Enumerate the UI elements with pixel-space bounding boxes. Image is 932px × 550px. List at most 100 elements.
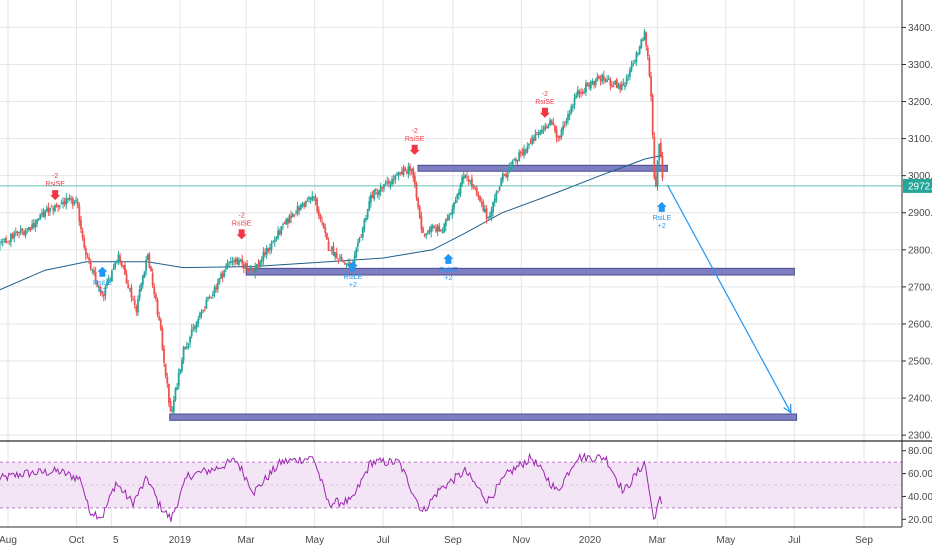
candle-body [148, 253, 151, 269]
candle [615, 77, 618, 89]
candle-body [544, 125, 547, 130]
candle [303, 201, 306, 210]
candle-body [637, 52, 639, 54]
candle-body [96, 280, 99, 287]
candle [27, 226, 30, 232]
candle-body [456, 194, 459, 199]
candle-body [60, 203, 63, 205]
candle-body [558, 135, 561, 139]
candle [19, 224, 22, 236]
candle [314, 193, 317, 206]
candle [67, 197, 69, 204]
candle-body [516, 160, 519, 162]
candle [301, 201, 304, 208]
candle-body [413, 176, 416, 185]
candle-body [75, 200, 77, 202]
candle-body [588, 84, 591, 87]
candle [368, 196, 371, 212]
candle [392, 174, 395, 185]
candle [435, 224, 437, 233]
candle [252, 267, 255, 274]
signal-qty: -2 [542, 91, 548, 98]
candle [272, 240, 275, 244]
candle [467, 175, 470, 186]
signal-arrow-down-icon [50, 190, 61, 201]
candle [71, 196, 74, 209]
signal-label: RsiLE [93, 280, 112, 287]
candle [531, 134, 534, 146]
candle-body [34, 223, 37, 228]
candle [212, 290, 214, 299]
candle-body [347, 263, 349, 266]
candle [505, 171, 507, 179]
candle-body [560, 129, 563, 137]
candle-body [124, 264, 126, 275]
candle-body [1, 241, 4, 243]
candle [151, 268, 154, 289]
candle-body [221, 273, 224, 278]
candle [11, 232, 14, 240]
candle [355, 246, 358, 259]
signal-marker: RsiLE+2 [344, 261, 363, 289]
candle-body [485, 208, 488, 219]
candle-body [185, 346, 188, 349]
ma-line [0, 154, 664, 291]
candle-body [404, 167, 407, 172]
candle [379, 182, 382, 197]
candle-body [440, 229, 442, 232]
candle [498, 186, 501, 192]
candle [299, 202, 302, 211]
candle [76, 198, 79, 209]
candle-body [13, 232, 16, 239]
candle [102, 293, 105, 302]
signal-label: RsiSE [405, 136, 425, 143]
price-tick-label: 2700.0 [908, 282, 932, 293]
candle-body [425, 233, 428, 236]
candle-body [410, 168, 413, 172]
candle-body [405, 171, 408, 174]
candle [304, 200, 307, 208]
candle-body [392, 179, 395, 181]
candle-body [567, 114, 569, 121]
candle [75, 196, 77, 204]
price-tick-label: 3000.0 [908, 171, 932, 182]
candle [466, 171, 468, 182]
candle-body [273, 239, 276, 242]
zone-rect [245, 267, 795, 276]
candle [427, 229, 429, 236]
candle-body [133, 299, 136, 305]
candle [132, 295, 134, 301]
candle-body [285, 219, 288, 225]
candle [257, 259, 260, 269]
candle-body [234, 259, 237, 262]
candle [246, 259, 249, 271]
candle [172, 395, 175, 415]
candle [290, 210, 292, 223]
candle-body [255, 264, 258, 269]
candle [451, 204, 454, 219]
candle [625, 74, 628, 87]
candle-body [552, 122, 555, 125]
candle-body [203, 310, 206, 312]
candle [332, 241, 335, 256]
price-tick-label: 2600.0 [908, 319, 932, 330]
candle-body [238, 259, 240, 265]
candle-body [591, 81, 594, 84]
candle [462, 171, 465, 184]
candle-body [555, 129, 558, 138]
candle [322, 222, 325, 229]
signal-qty: +2 [349, 282, 357, 289]
candle-body [589, 82, 592, 89]
candle-body [226, 263, 229, 267]
candle [611, 81, 613, 88]
candle [573, 93, 576, 110]
candle-body [562, 125, 565, 131]
candle [148, 252, 151, 269]
candle [488, 212, 491, 219]
candle [457, 188, 460, 200]
candle-body [102, 293, 105, 297]
candle [342, 259, 345, 263]
candle-body [397, 172, 400, 176]
